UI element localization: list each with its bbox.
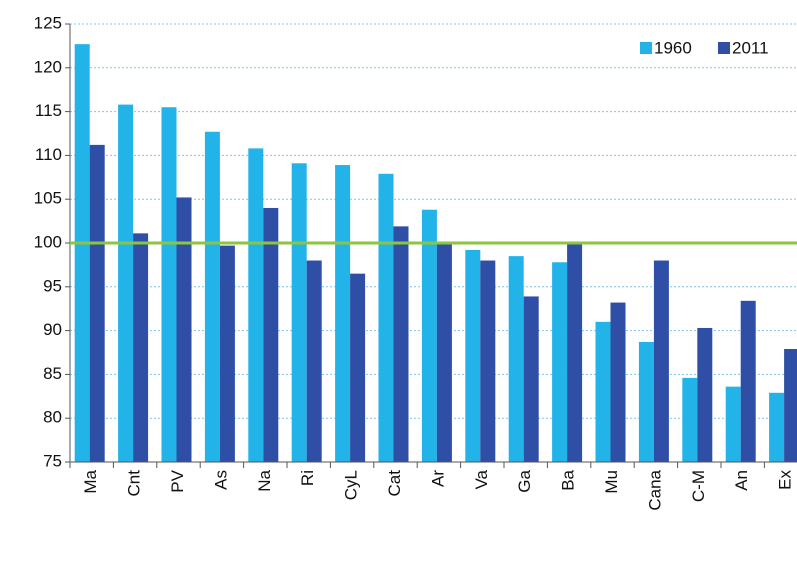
bar — [610, 302, 626, 462]
x-tick-label: Mu — [602, 470, 621, 494]
y-tick-label: 85 — [43, 364, 62, 383]
bar — [638, 341, 654, 462]
bar — [306, 260, 322, 462]
bar — [263, 207, 279, 462]
bar — [436, 243, 452, 462]
x-tick-label: Ri — [298, 470, 317, 486]
bar — [291, 163, 307, 462]
bar — [740, 300, 756, 462]
x-tick-label: CyL — [342, 470, 361, 500]
legend-swatch — [718, 42, 730, 54]
y-tick-label: 75 — [43, 451, 62, 470]
bar — [784, 348, 797, 462]
y-tick-label: 115 — [35, 101, 62, 120]
bar — [161, 107, 177, 462]
bar — [682, 377, 698, 462]
y-tick-label: 80 — [43, 408, 62, 427]
bar — [176, 197, 192, 462]
bar — [465, 250, 481, 462]
bar — [653, 260, 669, 462]
bar — [552, 262, 568, 462]
bar — [725, 386, 741, 462]
bar — [595, 321, 611, 462]
x-tick-label: Ar — [428, 470, 447, 487]
x-tick-label: Ma — [81, 469, 100, 493]
bar — [769, 392, 785, 462]
x-tick-label: Ba — [559, 469, 578, 490]
y-tick-label: 95 — [43, 276, 62, 295]
bar — [204, 131, 220, 463]
x-tick-label: Va — [472, 469, 491, 489]
y-tick-label: 120 — [34, 57, 62, 76]
bar — [508, 256, 524, 462]
bar — [480, 260, 496, 462]
y-tick-label: 110 — [35, 145, 62, 164]
x-tick-label: An — [732, 470, 751, 491]
x-tick-label: Cnt — [125, 470, 144, 497]
y-tick-label: 105 — [34, 189, 62, 208]
legend-label: 1960 — [654, 38, 692, 57]
bar — [248, 148, 264, 462]
y-tick-label: 100 — [34, 232, 62, 251]
x-tick-label: As — [211, 470, 230, 490]
bar — [335, 165, 351, 462]
x-tick-label: PV — [168, 469, 187, 492]
bar — [89, 144, 105, 462]
x-tick-label: Ga — [515, 469, 534, 492]
bar — [393, 226, 409, 462]
bar — [74, 44, 90, 462]
x-tick-label: Ex — [776, 470, 795, 490]
bar — [350, 273, 366, 462]
x-tick-label: Cat — [385, 470, 404, 497]
bar — [567, 243, 583, 462]
y-tick-label: 90 — [43, 320, 62, 339]
x-tick-label: Na — [255, 469, 274, 491]
bar — [118, 104, 134, 462]
x-tick-label: Cana — [645, 469, 664, 510]
bar — [219, 245, 235, 462]
bar — [378, 173, 394, 462]
legend-label: 2011 — [732, 38, 769, 57]
bar — [421, 209, 437, 462]
legend-swatch — [640, 42, 652, 54]
bar — [523, 296, 539, 462]
y-tick-label: 125 — [34, 13, 62, 32]
bar — [133, 233, 149, 462]
bar — [697, 327, 713, 462]
x-tick-label: C-M — [689, 470, 708, 502]
